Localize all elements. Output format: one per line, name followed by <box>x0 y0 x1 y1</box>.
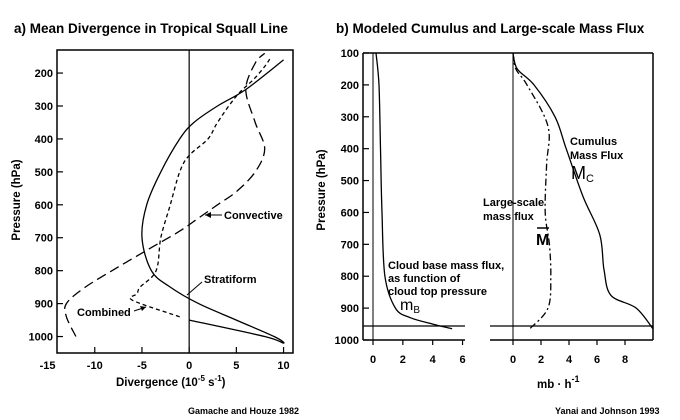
y-tick-label: 900 <box>341 303 359 315</box>
right-x-tick-label: 4 <box>566 354 573 366</box>
panel-a-credit: Gamache and Houze 1982 <box>188 406 299 416</box>
y-tick-label: 1000 <box>29 332 53 344</box>
panel-a-title: a) Mean Divergence in Tropical Squall Li… <box>14 21 288 36</box>
series-stratiform <box>141 59 285 344</box>
x-tick-label: 5 <box>233 360 239 372</box>
panel-a-x-label: Divergence (10-5 s-1) <box>116 374 226 389</box>
panel-b-x-label-exp: -1 <box>572 374 580 384</box>
y-tick-label: 600 <box>341 207 359 219</box>
stratiform-leader <box>186 281 203 296</box>
large-scale-label-line2: mass flux <box>483 211 535 223</box>
y-tick-label: 400 <box>341 144 359 156</box>
right-x-tick-label: 2 <box>538 354 544 366</box>
right-x-tick-label: 0 <box>510 354 516 366</box>
panel-a-x-label-main: Divergence (10 <box>116 377 198 389</box>
right-series-large-scale-mass-flux <box>512 52 552 330</box>
panel-a-y-ticks: 200 300 400 500 600 700 800 900 1000 <box>29 68 63 344</box>
x-tick-label: -15 <box>40 360 56 372</box>
panel-a-x-label-exp: -5 <box>198 374 206 383</box>
large-scale-label-line1: Large-scale <box>483 197 544 209</box>
cumulus-label-line2: Mass Flux <box>570 150 624 162</box>
cumulus-symbol-sub: C <box>586 173 594 185</box>
y-tick-label: 200 <box>35 68 53 80</box>
y-tick-label: 100 <box>341 48 359 60</box>
cloud-base-label-line2: as function of <box>388 273 460 285</box>
combined-label: Combined <box>77 307 131 319</box>
stratiform-label: Stratiform <box>204 274 257 286</box>
y-tick-label: 400 <box>35 134 53 146</box>
convective-arrowhead <box>205 212 211 218</box>
cloud-base-symbol-main: m <box>400 297 413 314</box>
y-tick-label: 500 <box>35 167 53 179</box>
panel-b-x-label-main: mb · h <box>537 379 572 391</box>
y-tick-label: 800 <box>35 266 53 278</box>
panel-b-x-ticks: 0 2 4 6 0 2 4 6 8 <box>370 340 628 366</box>
cloud-base-symbol: mB <box>400 297 420 316</box>
left-x-tick-label: 6 <box>459 354 465 366</box>
left-series-cloud-base-mass-flux-as-function-of-cloud-top-pressure <box>375 52 453 330</box>
series-combined <box>129 56 272 318</box>
y-tick-label: 800 <box>341 271 359 283</box>
panel-a-x-label-unit-exp: -1 <box>215 374 223 383</box>
left-x-tick-label: 4 <box>430 354 437 366</box>
y-tick-label: 600 <box>35 200 53 212</box>
y-tick-label: 700 <box>35 233 53 245</box>
left-x-tick-label: 0 <box>370 354 376 366</box>
panel-a-x-label-close: ) <box>222 377 226 389</box>
panel-a-frame <box>56 49 294 354</box>
cumulus-symbol: MC <box>571 163 594 185</box>
cloud-base-symbol-sub: B <box>413 305 420 316</box>
y-tick-label: 900 <box>35 299 53 311</box>
y-tick-label: 300 <box>341 112 359 124</box>
panel-b-y-ticks: 100 200 300 400 500 600 700 800 900 1000 <box>335 48 369 347</box>
cloud-base-label-line1: Cloud base mass flux, <box>388 260 504 272</box>
x-tick-label: -10 <box>87 360 103 372</box>
right-x-tick-label: 6 <box>594 354 600 366</box>
panel-a-x-ticks: -15 -10 -5 0 5 10 <box>40 347 290 372</box>
series-convective <box>63 52 266 337</box>
x-tick-label: 10 <box>277 360 289 372</box>
cloud-base-label-line3: cloud top pressure <box>388 286 487 298</box>
panel-b-title: b) Modeled Cumulus and Large-scale Mass … <box>336 21 645 36</box>
panel-a-series <box>63 52 285 344</box>
panel-b: b) Modeled Cumulus and Large-scale Mass … <box>316 21 660 416</box>
panel-b-series <box>375 52 654 330</box>
right-x-tick-label: 8 <box>622 354 628 366</box>
convective-label: Convective <box>224 210 283 222</box>
large-scale-symbol: M <box>536 232 549 249</box>
panel-b-y-label: Pressure (hPa) <box>316 149 328 230</box>
x-tick-label: 0 <box>186 360 192 372</box>
cumulus-label-line1: Cumulus <box>570 136 617 148</box>
y-tick-label: 300 <box>35 101 53 113</box>
y-tick-label: 500 <box>341 176 359 188</box>
y-tick-label: 1000 <box>335 335 359 347</box>
x-tick-label: -5 <box>137 360 147 372</box>
left-x-tick-label: 2 <box>400 354 406 366</box>
y-tick-label: 200 <box>341 80 359 92</box>
panel-a-x-label-unit: s <box>205 377 215 389</box>
panel-a-y-label: Pressure (hPa) <box>11 159 23 240</box>
y-tick-label: 700 <box>341 239 359 251</box>
combined-arrowhead <box>140 306 146 311</box>
panel-b-x-label: mb · h-1 <box>537 374 580 391</box>
cumulus-symbol-main: M <box>571 163 586 183</box>
panel-a: a) Mean Divergence in Tropical Squall Li… <box>11 21 299 416</box>
right-series-cumulus-mass-flux <box>512 52 654 330</box>
panel-b-credit: Yanai and Johnson 1993 <box>555 406 660 416</box>
